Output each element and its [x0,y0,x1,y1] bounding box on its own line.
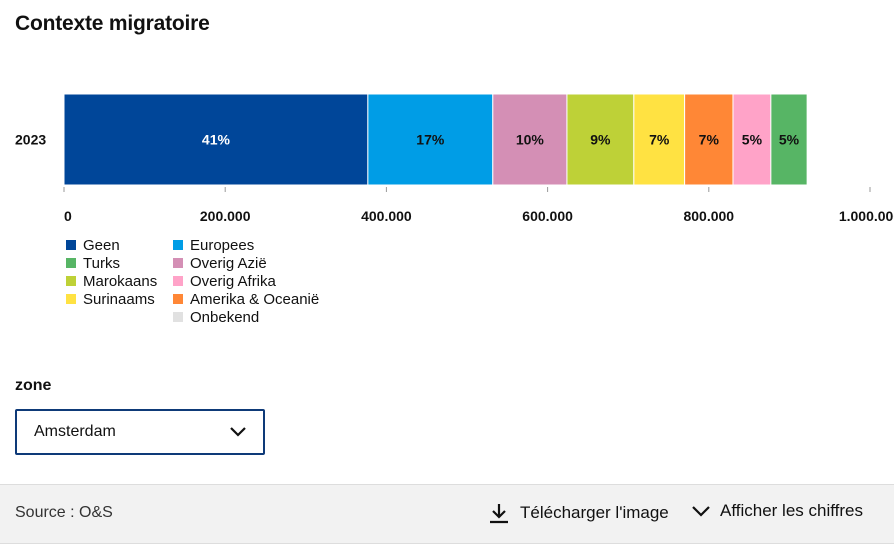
show-figures-button[interactable]: Afficher les chiffres [691,501,863,521]
bar-segment [770,93,808,186]
legend-swatch [66,258,76,268]
legend-item: Marokaans [66,272,173,290]
legend-label: Overig Afrika [190,272,276,290]
zone-filter-label: zone [15,377,52,394]
source-text: Source : O&S [15,504,113,521]
bar-segment [684,93,734,186]
legend-label: Overig Azië [190,254,267,272]
x-tick-label: 1.000.000 [839,208,894,224]
legend-swatch [66,276,76,286]
legend-swatch [173,312,183,322]
legend-swatch [173,258,183,268]
bar-segment [633,93,686,186]
legend-item: Overig Azië [173,254,343,272]
x-tick-label: 400.000 [361,208,412,224]
x-tick-label: 600.000 [522,208,573,224]
legend-swatch [66,294,76,304]
data-label: 17% [416,132,445,148]
data-label: 9% [590,132,611,148]
download-image-button[interactable]: Télécharger l'image [487,501,669,525]
bar-segment [566,93,635,186]
chart-title: Contexte migratoire [15,12,210,35]
chevron-down-icon [692,506,710,517]
legend-label: Turks [83,254,120,272]
x-tick-label: 200.000 [200,208,251,224]
zone-select-value: Amsterdam [34,423,116,440]
data-label: 41% [202,132,231,148]
legend-item: Geen [66,236,173,254]
x-tick-label: 800.000 [683,208,734,224]
category-label: 2023 [15,132,46,148]
legend-item: Turks [66,254,173,272]
legend-item: Europees [173,236,343,254]
bar-segment [63,93,369,186]
legend-item [66,308,173,326]
legend-label: Surinaams [83,290,155,308]
legend-swatch [173,276,183,286]
stacked-bar-chart: 0 200.000 400.000 600.000 800.000 1.000.000 20… [15,93,894,224]
legend-label: Onbekend [190,308,260,326]
data-label: 5% [779,132,800,148]
data-label: 10% [516,132,545,148]
legend-item: Amerika & Oceanië [173,290,343,308]
legend-item: Onbekend [173,308,343,326]
legend-label: Europees [190,236,255,254]
legend-item: Overig Afrika [173,272,343,290]
x-tick-label: 0 [64,208,72,224]
legend-swatch [173,240,183,250]
download-icon [490,504,508,524]
download-image-label: Télécharger l'image [520,503,669,522]
legend-label: Marokaans [83,272,158,290]
zone-select[interactable]: Amsterdam [15,409,265,455]
legend-label: Geen [83,236,120,254]
legend-item: Surinaams [66,290,173,308]
legend-swatch [66,240,76,250]
data-label: 5% [742,132,763,148]
legend-swatch [173,294,183,304]
data-label: 7% [649,132,670,148]
chart-footer: Source : O&S Télécharger l'image Affiche… [0,484,894,544]
chevron-down-icon [230,427,246,437]
data-label: 7% [699,132,720,148]
show-figures-label: Afficher les chiffres [720,501,863,520]
bar-segment [732,93,772,186]
legend-label: Amerika & Oceanië [190,290,320,308]
chart-legend: Geen Europees Turks Overig Azië Marokaans Ove… [66,236,343,326]
